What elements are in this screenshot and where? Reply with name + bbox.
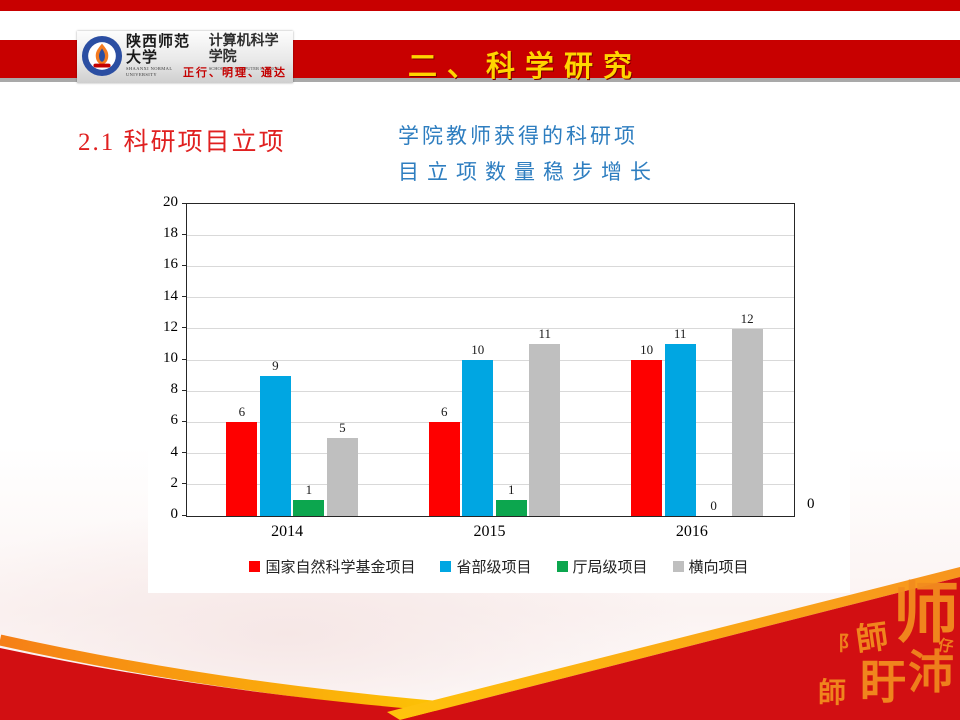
y-axis-label: 16 <box>163 256 178 273</box>
y-axis-label: 12 <box>163 318 178 335</box>
bar-value-label: 10 <box>471 342 485 357</box>
x-axis-label: 2016 <box>675 523 708 540</box>
bar-value-label: 1 <box>305 482 313 498</box>
secondary-axis-zero-label: 0 <box>807 496 815 512</box>
bar-value-label: 9 <box>272 357 279 373</box>
legend-swatch <box>440 561 452 572</box>
y-axis-tick <box>182 202 187 204</box>
legend-label: 横向项目 <box>688 559 749 576</box>
legend-item: 横向项目 <box>672 556 749 577</box>
bar-value-label: 11 <box>673 326 687 342</box>
gridline <box>187 234 794 236</box>
calligraphy-glyph: 阝 <box>838 633 858 655</box>
legend-swatch <box>556 561 568 572</box>
university-name-en: SHAANXI NORMAL UNIVERSITY <box>126 66 173 77</box>
school-name-en: SCHOOL OF COMPUTER SCIENCE <box>208 66 279 71</box>
university-emblem-icon <box>81 35 123 77</box>
y-axis-tick <box>182 358 187 360</box>
y-axis-label: 0 <box>170 506 179 522</box>
footer-wave <box>0 567 960 720</box>
y-axis-label: 8 <box>170 381 179 398</box>
bar-value-label: 10 <box>640 342 654 357</box>
legend-item: 省部级项目 <box>440 556 532 577</box>
y-axis-label: 4 <box>170 443 179 460</box>
slide-header-title: 二、科学研究 <box>407 51 642 83</box>
y-axis-tick <box>182 452 187 454</box>
y-axis-tick <box>182 233 187 235</box>
school-motto: 正行、明理、通达 <box>183 67 287 79</box>
y-axis-label: 18 <box>163 225 178 242</box>
legend-label: 省部级项目 <box>456 559 532 576</box>
bar <box>495 500 527 516</box>
bar <box>293 500 325 516</box>
bar-value-label: 6 <box>441 404 448 420</box>
gridline <box>187 328 794 330</box>
header-band-edge <box>0 78 960 82</box>
logo-texts: 陕西师范大学 SHAANXI NORMAL UNIVERSITY 计算机科学学院… <box>126 34 289 80</box>
bar-value-label: 11 <box>538 326 552 342</box>
logo-university-block: 陕西师范大学 SHAANXI NORMAL UNIVERSITY <box>126 34 205 78</box>
y-axis-label: 2 <box>170 474 179 491</box>
bar-value-label: 12 <box>740 310 754 326</box>
y-axis-label: 20 <box>163 194 178 210</box>
y-axis-tick <box>182 389 187 391</box>
y-axis-tick <box>182 296 187 298</box>
legend-item: 厅局级项目 <box>556 556 648 577</box>
footer-left-red-wave <box>0 648 560 720</box>
calligraphy-glyph: 師 <box>818 678 847 709</box>
y-axis-tick <box>182 420 187 422</box>
bar <box>226 422 258 516</box>
callout-text: 学院教师获得的科研项 目立项数量稳步增长 <box>398 119 670 191</box>
chart-panel: 6 6 10 9 10 11 1 1 0 5 11 12 国家自然科学基金项目 省部级项目 厅局级项目 横向… <box>148 193 850 593</box>
y-axis-tick <box>182 264 187 266</box>
callout-line-1: 学院教师获得的科研项 <box>398 124 638 148</box>
bar-value-label: 6 <box>238 404 246 420</box>
bar <box>428 422 460 516</box>
y-axis-label: 6 <box>170 412 179 429</box>
legend-label: 国家自然科学基金项目 <box>265 559 416 576</box>
legend-label: 厅局级项目 <box>572 559 648 576</box>
bar <box>529 344 561 516</box>
bar <box>664 344 696 516</box>
plot-area: 6 6 10 9 10 11 1 1 0 5 11 12 <box>186 203 795 517</box>
gridline <box>187 265 794 267</box>
calligraphy-glyph: 师 <box>893 578 959 651</box>
x-axis-label: 2015 <box>473 523 506 540</box>
bar <box>731 328 763 516</box>
y-axis-label: 10 <box>163 350 178 366</box>
school-name-cn: 计算机科学学院 <box>208 34 279 65</box>
bar-value-label: 5 <box>339 420 346 435</box>
legend-swatch <box>249 561 261 572</box>
bar <box>259 375 291 516</box>
logo-school-block: 计算机科学学院 SCHOOL OF COMPUTER SCIENCE <box>209 34 289 78</box>
bar <box>631 360 663 516</box>
footer-right-gold-stripe <box>387 567 960 720</box>
chart-legend: 国家自然科学基金项目 省部级项目 厅局级项目 横向项目 <box>148 556 850 577</box>
bar <box>462 360 494 516</box>
y-axis-tick <box>182 483 187 485</box>
legend-item: 国家自然科学基金项目 <box>249 556 415 577</box>
bar-value-label: 1 <box>508 482 515 498</box>
x-axis-label: 2014 <box>271 523 304 540</box>
university-logo-box: 陕西师范大学 SHAANXI NORMAL UNIVERSITY 计算机科学学院… <box>77 31 293 83</box>
bar <box>326 438 358 516</box>
y-axis-tick <box>182 327 187 329</box>
calligraphy-glyph: 盱 <box>860 657 906 708</box>
bar-value-label: 0 <box>710 498 717 513</box>
calligraphy-glyph: 師 <box>853 617 891 659</box>
y-axis-label: 14 <box>163 287 178 304</box>
top-red-strip <box>0 0 960 11</box>
footer-right-red-wedge <box>400 577 960 720</box>
gridline <box>187 297 794 299</box>
legend-swatch <box>672 561 684 572</box>
calligraphy-glyph: 仔 <box>936 637 955 657</box>
callout-line-2: 目立项数量稳步增长 <box>398 160 659 184</box>
y-axis-tick <box>182 514 187 516</box>
calligraphy-glyph: 沛 <box>908 647 954 698</box>
section-title: 2.1 科研项目立项 <box>78 129 286 156</box>
university-name-cn: 陕西师范大学 <box>126 34 191 66</box>
